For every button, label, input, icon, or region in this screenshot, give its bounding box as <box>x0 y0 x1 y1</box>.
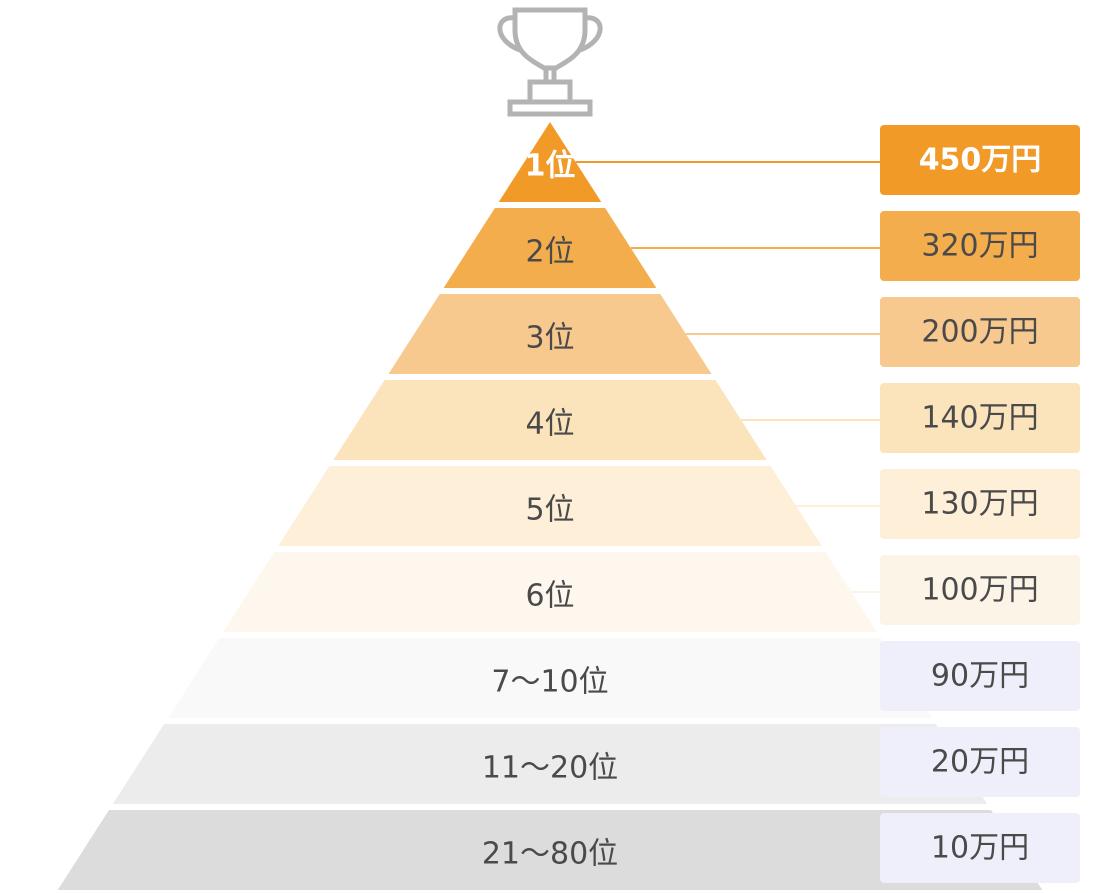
pyramid-tier <box>388 294 712 374</box>
rank-label: 2位 <box>525 235 574 270</box>
prize-label: 100万円 <box>921 573 1038 608</box>
pyramid-tier <box>498 122 602 202</box>
prize-box <box>880 641 1080 711</box>
pyramid-tier <box>223 552 877 632</box>
rank-label: 6位 <box>525 579 574 614</box>
prize-label: 10万円 <box>931 831 1029 866</box>
prize-box <box>880 813 1080 883</box>
pyramid-tier <box>57 810 1043 890</box>
prize-label: 320万円 <box>921 229 1038 264</box>
rank-label: 3位 <box>525 321 574 356</box>
pyramid-tier <box>112 724 988 804</box>
rank-label: 7〜10位 <box>491 665 608 700</box>
prize-label: 200万円 <box>921 315 1038 350</box>
pyramid-tier <box>333 380 767 460</box>
prize-label: 130万円 <box>921 487 1038 522</box>
prize-box <box>880 469 1080 539</box>
pyramid-tier <box>167 638 933 718</box>
rank-label: 1位 <box>525 149 576 184</box>
trophy-icon <box>497 7 603 117</box>
prize-label: 20万円 <box>931 745 1029 780</box>
prize-box <box>880 211 1080 281</box>
prize-box <box>880 383 1080 453</box>
rank-label: 21〜80位 <box>482 837 618 872</box>
prize-label: 90万円 <box>931 659 1029 694</box>
prize-label: 450万円 <box>919 143 1042 178</box>
prize-box <box>880 555 1080 625</box>
pyramid-tier <box>278 466 822 546</box>
prize-box <box>880 727 1080 797</box>
rank-label: 11〜20位 <box>482 751 618 786</box>
prize-box <box>880 125 1080 195</box>
prize-label: 140万円 <box>921 401 1038 436</box>
pyramid-tier <box>443 208 657 288</box>
rank-label: 4位 <box>525 407 574 442</box>
prize-box <box>880 297 1080 367</box>
rank-label: 5位 <box>525 493 574 528</box>
